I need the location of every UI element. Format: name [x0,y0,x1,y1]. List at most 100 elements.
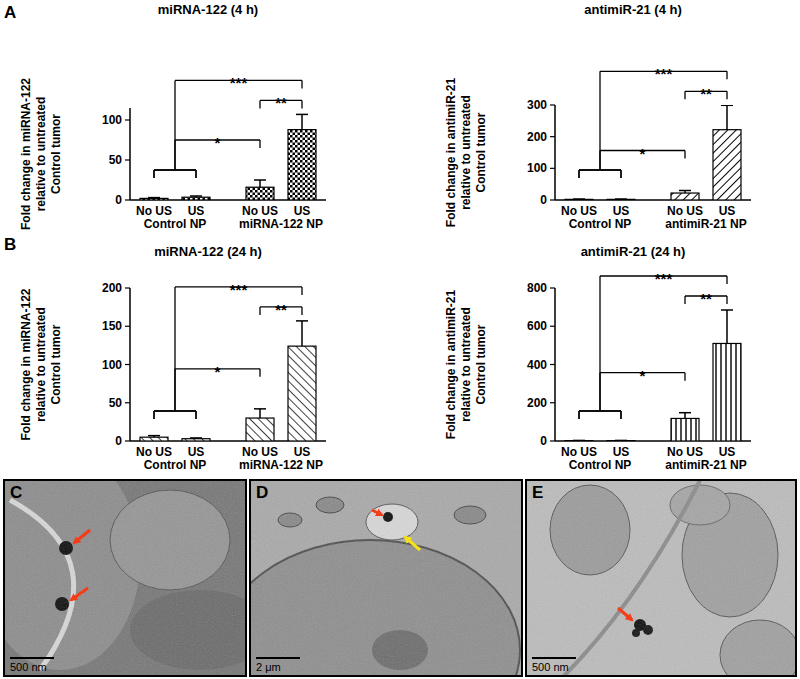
bar [607,440,635,441]
category-label: US [294,445,311,459]
grain [4,480,246,676]
panel-label: B [4,235,16,254]
bracket-line [684,91,685,99]
bracket-line [174,369,175,411]
bar [565,440,593,441]
y-tick [125,440,130,441]
category-label: No US [136,445,172,459]
bracket-line [726,71,727,79]
panel-label: C [10,483,22,502]
y-tick [125,119,130,120]
figure: miRNA-122 (4 h)Fold change in miRNA-122r… [0,0,800,679]
group-label: Control NP [144,217,207,231]
bracket-line [301,307,302,315]
y-tick-label: 200 [102,281,122,295]
bar [713,130,741,200]
y-tick [550,402,555,403]
bracket-line [259,307,260,315]
bar [713,343,741,441]
panel-label: E [532,483,543,502]
group-label: antimiR-21 NP [665,217,746,231]
error-bar [679,191,691,194]
significance-bracket [579,151,685,179]
bars [565,105,741,200]
grain [526,480,796,676]
bracket-line [578,170,579,178]
bracket-line [599,276,600,411]
axis-label: relative to untreated [459,307,473,422]
group-label: miRNA-122 NP [239,217,323,231]
category-label: No US [561,445,597,459]
error-cap [679,190,691,192]
y-tick [550,364,555,365]
y-tick [550,287,555,288]
chart: miRNA-122 (4 h)Fold change in miRNA-122r… [19,2,326,231]
error-cap [573,440,585,441]
error-stem [726,105,728,129]
significance-label: * [640,367,646,384]
y-tick [550,440,555,441]
error-bar [254,409,266,418]
category-label: US [719,445,736,459]
y-tick-label: 0 [115,434,122,448]
scale-bar-label: 500 nm [532,661,569,673]
error-bar [573,440,585,441]
y-tick-label: 100 [102,113,122,127]
scale-bar [10,657,54,659]
group-label: Control NP [569,458,632,472]
bars [140,114,316,200]
y-tick [550,326,555,327]
error-stem [301,321,303,346]
y-tick [125,402,130,403]
bracket-line [174,287,175,411]
error-cap [721,105,733,106]
category-label: No US [561,204,597,218]
micrograph-bg [250,480,522,676]
y-tick-label: 100 [102,358,122,372]
significance-bracket [579,71,727,178]
significance-bracket [579,276,727,419]
chart-title: miRNA-122 (24 h) [154,244,262,259]
category-label: US [613,204,630,218]
error-bar [148,197,160,199]
bracket-line [726,276,727,284]
error-cap [615,440,627,441]
micrograph-image [4,480,246,676]
chart: antimiR-21 (24 h)Fold change in antimiR-… [444,244,751,472]
error-stem [726,310,728,343]
y-tick [550,104,555,105]
y-tick [125,364,130,365]
y-tick [550,199,555,200]
bracket-line [620,411,621,419]
micrograph-frame [526,480,796,676]
axis-label: Control tumor [474,112,488,192]
bracket-line [301,80,302,88]
y-tick-label: 100 [527,161,547,175]
y-axis [554,105,556,200]
axis-label: Fold change in miRNA-122 [19,78,33,230]
error-bar [721,105,733,129]
y-tick-label: 200 [527,396,547,410]
y-tick [550,168,555,169]
category-label: US [719,204,736,218]
y-tick-label: 300 [527,98,547,112]
bracket-line [195,411,196,419]
error-cap [254,179,266,181]
error-cap [679,412,691,414]
micrograph-bg [526,480,796,676]
bracket-line [301,287,302,295]
category-label: US [294,204,311,218]
bar [565,199,593,200]
bracket-line [174,80,175,170]
significance-bracket [154,140,260,178]
chart: antimiR-21 (4 h)Fold change in antimiR-2… [444,2,751,231]
bracket-line [578,170,579,178]
significance-label: ** [275,301,287,318]
bars [565,310,741,441]
significance-label: ** [275,94,287,111]
axis-label: Fold change in miRNA-122 [19,288,33,440]
significance-bracket [579,373,685,419]
significance-label: *** [655,65,673,82]
bracket-line [259,140,260,148]
micrograph-frame [250,480,522,676]
